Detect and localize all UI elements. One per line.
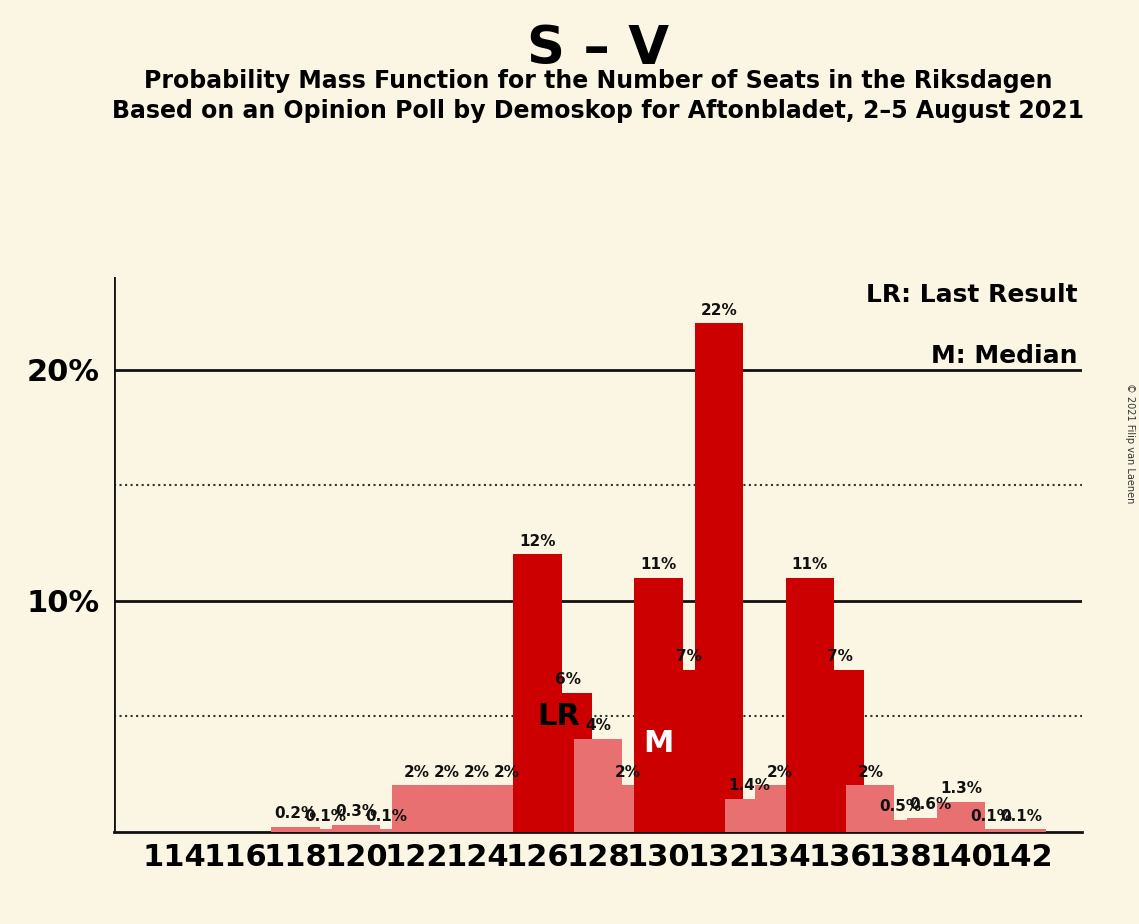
Bar [846,785,894,832]
Text: M: M [644,729,673,759]
Text: M: Median: M: Median [931,344,1077,368]
Bar [907,818,954,832]
Bar [362,830,410,832]
Text: 0.1%: 0.1% [1000,808,1042,823]
Text: 1.4%: 1.4% [728,779,770,794]
Text: © 2021 Filip van Laenen: © 2021 Filip van Laenen [1125,383,1134,504]
Text: 4%: 4% [585,719,611,734]
Text: 0.1%: 0.1% [366,808,407,823]
Text: 0.2%: 0.2% [274,807,317,821]
Text: S – V: S – V [527,23,669,75]
Text: LR: LR [538,701,580,731]
Text: 12%: 12% [519,534,556,549]
Bar [967,830,1016,832]
Bar [936,801,985,832]
Text: 22%: 22% [700,303,737,318]
Text: 2%: 2% [767,765,793,780]
Text: 7%: 7% [827,650,853,664]
Text: 11%: 11% [640,557,677,572]
Text: 7%: 7% [675,650,702,664]
Bar [664,670,713,832]
Bar [998,830,1046,832]
Text: 2%: 2% [403,765,429,780]
Bar [876,821,925,832]
Bar [483,785,532,832]
Bar [271,827,320,832]
Bar [392,785,441,832]
Text: 0.6%: 0.6% [910,797,952,812]
Bar [634,578,682,832]
Bar [302,830,350,832]
Text: Based on an Opinion Poll by Demoskop for Aftonbladet, 2–5 August 2021: Based on an Opinion Poll by Demoskop for… [112,99,1084,123]
Text: 2%: 2% [858,765,883,780]
Bar [543,693,592,832]
Text: 0.3%: 0.3% [335,804,377,819]
Bar [604,785,653,832]
Bar [423,785,470,832]
Text: 2%: 2% [615,765,641,780]
Text: 2%: 2% [494,765,521,780]
Text: 0.1%: 0.1% [305,808,346,823]
Bar [816,670,865,832]
Text: 2%: 2% [434,765,460,780]
Bar [695,323,743,832]
Text: 1.3%: 1.3% [940,781,982,796]
Bar [514,554,562,832]
Text: Probability Mass Function for the Number of Seats in the Riksdagen: Probability Mass Function for the Number… [144,69,1052,93]
Text: 0.1%: 0.1% [970,808,1013,823]
Text: 0.5%: 0.5% [879,799,921,814]
Bar [726,799,773,832]
Text: 6%: 6% [555,673,581,687]
Text: LR: Last Result: LR: Last Result [866,283,1077,307]
Bar [574,739,622,832]
Text: 11%: 11% [792,557,828,572]
Text: 2%: 2% [464,765,490,780]
Bar [453,785,501,832]
Bar [331,824,380,832]
Bar [786,578,834,832]
Bar [755,785,804,832]
